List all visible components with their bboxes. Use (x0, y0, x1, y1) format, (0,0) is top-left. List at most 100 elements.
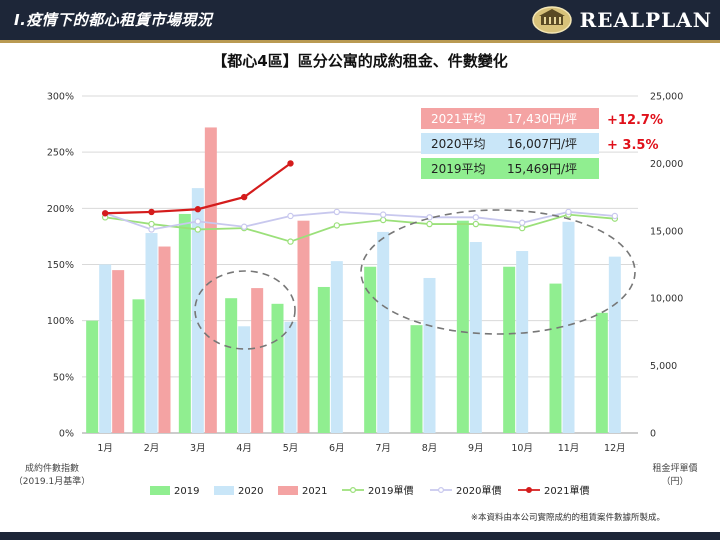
category-label: 2月 (144, 443, 160, 454)
average-value: 16,007円/坪 (507, 137, 577, 151)
left-axis-label-line1: 成約件數指數 (25, 462, 79, 474)
right-tick-label: 20,000 (650, 159, 683, 170)
right-tick-label: 5,000 (650, 361, 677, 372)
bar-2019 (317, 286, 330, 433)
highlight-ellipse-autumn (360, 209, 636, 335)
tick-labels: 0% 50% 100% 150% 200% 250% 300% 0 5,000 10,000 15,… (47, 92, 683, 455)
category-label: 1月 (97, 443, 113, 454)
legend-label: 2021單價 (544, 484, 589, 497)
average-value: 15,469円/坪 (507, 162, 577, 176)
category-label: 6月 (329, 443, 345, 454)
gridlines (82, 95, 638, 434)
lines-layer (101, 160, 619, 245)
right-axis-label-line1: 租金坪單價 (652, 462, 697, 474)
category-label: 3月 (190, 443, 206, 454)
legend-swatch (278, 486, 298, 495)
average-box (421, 108, 599, 129)
average-label: 2021平均 (431, 112, 486, 126)
bar-2019 (225, 298, 238, 433)
bar-2020 (377, 231, 390, 433)
point-2019單價 (333, 222, 341, 229)
bar-2020 (423, 277, 436, 433)
left-tick-label: 250% (47, 148, 74, 159)
bar-2019 (271, 303, 284, 433)
bar-2021 (158, 246, 171, 433)
bar-2019 (503, 266, 516, 433)
category-label: 11月 (558, 443, 580, 454)
bar-2019 (86, 320, 99, 433)
average-box (421, 158, 599, 179)
legend-label: 2019 (174, 486, 199, 497)
company-logo: REALPLAN (531, 2, 712, 38)
left-tick-label: 200% (47, 204, 74, 215)
point-2019單價 (472, 220, 480, 228)
category-label: 5月 (283, 443, 299, 454)
bar-2020 (99, 264, 112, 433)
point-2021單價 (240, 193, 248, 201)
legend: 2019 2020 2021 2019單價 2020單價 2021單價 (150, 484, 589, 497)
legend-label: 2021 (302, 486, 327, 497)
bar-2021 (297, 220, 310, 433)
footer-bar (0, 532, 720, 540)
point-2020單價 (194, 218, 202, 225)
point-2020單價 (518, 219, 526, 226)
bar-2019 (132, 299, 145, 433)
gold-divider (0, 40, 720, 43)
point-2019單價 (379, 216, 387, 224)
bars-layer (86, 127, 621, 433)
bar-2019 (178, 213, 191, 433)
category-label: 7月 (375, 443, 391, 454)
legend-marker (438, 487, 445, 494)
bar-2020 (238, 326, 251, 433)
category-label: 8月 (422, 443, 438, 454)
bar-2021 (251, 288, 264, 433)
right-tick-label: 0 (650, 429, 656, 440)
highlight-ellipse-spring (194, 270, 296, 350)
point-2021單價 (148, 208, 155, 216)
average-change: + 3.5% (607, 138, 658, 153)
bar-2019 (456, 220, 469, 433)
legend-marker (350, 487, 357, 494)
bar-2020 (284, 321, 297, 433)
point-2020單價 (379, 211, 387, 218)
category-label: 9月 (468, 443, 484, 454)
left-tick-label: 50% (53, 372, 74, 383)
average-change: +12.7% (607, 113, 663, 128)
right-tick-label: 10,000 (650, 294, 683, 305)
point-2020單價 (148, 226, 155, 233)
point-2019單價 (287, 238, 294, 245)
line-2020單價 (104, 211, 615, 231)
chart-title: 【都心4區】區分公寓的成約租金、件數變化 (212, 52, 507, 70)
legend-marker (525, 487, 532, 494)
category-label: 12月 (604, 443, 626, 454)
right-tick-label: 25,000 (650, 92, 683, 103)
point-2021單價 (287, 160, 294, 167)
bar-2020 (469, 242, 482, 433)
bar-2019 (595, 312, 608, 433)
bar-2020 (516, 251, 529, 433)
point-2020單價 (287, 212, 294, 220)
point-2021單價 (101, 210, 109, 217)
source-note: ※本資料由本公司實際成約的租賃案件數據所製成。 (471, 512, 665, 523)
average-label: 2019平均 (431, 162, 486, 176)
legend-label: 2019單價 (368, 484, 413, 497)
building-emblem-icon (531, 6, 572, 34)
average-boxes: 2021平均 17,430円/坪 +12.7% 2020平均 16,007円/坪 + 3.… (421, 108, 663, 179)
point-2020單價 (426, 214, 433, 221)
left-tick-label: 150% (47, 260, 74, 271)
average-label: 2020平均 (431, 137, 486, 151)
legend-swatch (214, 486, 234, 495)
point-2019單價 (518, 224, 526, 232)
bar-2020 (191, 188, 204, 433)
point-2020單價 (611, 212, 619, 220)
line-2019單價 (105, 213, 615, 243)
right-axis-label-line2: （円） (661, 476, 688, 487)
point-2021單價 (194, 206, 202, 213)
section-title: Ⅰ.疫情下的都心租賃市場現況 (14, 11, 213, 29)
point-2019單價 (426, 220, 433, 228)
left-tick-label: 0% (59, 429, 74, 440)
legend-label: 2020 (238, 486, 263, 497)
left-tick-label: 100% (47, 316, 74, 327)
bar-2020 (562, 221, 575, 433)
